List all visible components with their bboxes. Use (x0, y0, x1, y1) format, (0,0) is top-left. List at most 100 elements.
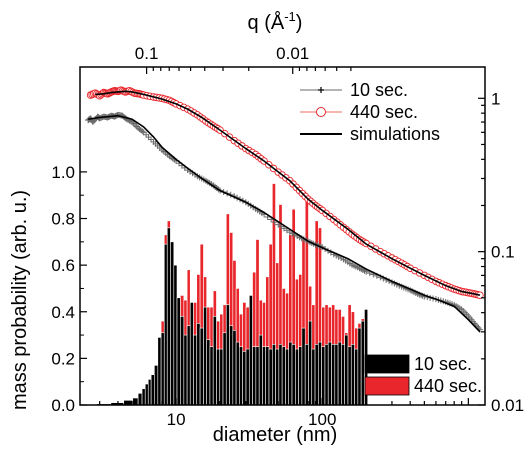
bar-10s (265, 346, 270, 406)
bar-10s (239, 346, 243, 406)
y-axis-title: mass probability (arb. u.) (9, 190, 31, 410)
top-axis-title-suffix: ) (296, 12, 303, 34)
x-tick-label: 100 (308, 410, 336, 429)
bar-10s (144, 383, 149, 406)
bar-10s (229, 325, 234, 406)
right-tick-label: 1 (491, 89, 500, 108)
legend-label: 440 sec. (350, 102, 418, 122)
histogram-bars (96, 183, 369, 406)
legend-label: 440 sec. (414, 376, 482, 396)
bar-10s (248, 295, 253, 406)
bar-10s (235, 341, 240, 406)
legend-swatch (364, 354, 410, 374)
bar-10s (212, 316, 217, 406)
bar-10s (206, 339, 211, 406)
bar-10s (225, 304, 230, 406)
y-tick-label: 0.0 (51, 396, 75, 415)
bar-10s (163, 243, 168, 406)
bar-10s (216, 348, 221, 406)
bar-10s (219, 348, 224, 406)
bar-10s (304, 344, 309, 406)
bar-10s (357, 327, 362, 406)
x-tick-label: 10 (167, 410, 186, 429)
bar-10s (199, 327, 204, 406)
y-tick-label: 1.0 (51, 163, 75, 182)
right-tick-label: 0.01 (491, 396, 524, 415)
legend-swatch (364, 376, 410, 396)
bar-10s (160, 332, 165, 406)
bar-10s (354, 348, 359, 406)
bar-10s (222, 332, 227, 406)
bar-10s (150, 374, 155, 406)
bar-10s (203, 306, 207, 406)
bar-10s (360, 320, 365, 406)
bar-10s (327, 341, 332, 406)
top-tick-label: 0.01 (276, 44, 309, 63)
top-tick-label: 0.1 (135, 44, 159, 63)
legend-marker-10s (318, 87, 324, 93)
bar-10s (285, 348, 290, 406)
bar-10s (209, 346, 214, 406)
bar-10s (311, 348, 316, 406)
y-tick-label: 0.6 (51, 256, 75, 275)
y-tick-label: 0.4 (51, 303, 75, 322)
bar-10s (295, 348, 299, 406)
bar-10s (324, 344, 329, 406)
plot-frame (79, 66, 486, 406)
bar-10s (242, 351, 247, 406)
y-tick-label: 0.2 (51, 349, 75, 368)
x-axis-title: diameter (nm) (213, 424, 337, 446)
bar-10s (281, 346, 286, 406)
bar-10s (255, 346, 260, 406)
bar-10s (350, 344, 355, 406)
bar-10s (314, 344, 319, 406)
bar-10s (258, 334, 263, 406)
bar-10s (341, 344, 345, 406)
simulation-curve-2 (95, 90, 481, 296)
bar-10s (262, 346, 266, 406)
bar-10s (347, 346, 352, 406)
legend-marker-440s (316, 107, 326, 117)
bar-10s (308, 320, 313, 406)
bar-10s (334, 344, 339, 406)
bar-10s (137, 393, 143, 406)
bar-10s (288, 341, 293, 406)
right-tick-label: 0.1 (491, 243, 515, 262)
top-axis-title: q (Å-1) (248, 9, 303, 34)
bar-10s (337, 341, 342, 406)
legend-label: simulations (350, 124, 440, 144)
bar-10s (186, 325, 191, 406)
bar-10s (275, 348, 280, 406)
bar-10s (196, 323, 201, 406)
bar-10s (331, 344, 336, 406)
line-440s (90, 89, 481, 296)
bar-10s (298, 346, 303, 406)
bar-10s (189, 302, 194, 406)
bar-10s (147, 379, 152, 406)
bar-10s (170, 241, 175, 406)
bar-10s (344, 334, 349, 406)
point-10s (139, 128, 146, 135)
bar-10s (154, 365, 159, 406)
bar-10s (291, 344, 296, 406)
bar-10s (132, 397, 139, 406)
bar-10s (180, 316, 185, 406)
simulation-curve-1 (87, 114, 481, 333)
scattering-curves (85, 86, 484, 333)
legend-label: 10 sec. (414, 354, 472, 374)
bar-10s (173, 264, 178, 406)
bar-10s (318, 341, 322, 406)
top-axis-title-prefix: q (Å (248, 11, 285, 34)
top-axis-title-sup: -1 (284, 9, 296, 24)
bar-10s (183, 334, 188, 406)
bar-10s (245, 348, 250, 406)
y-tick-label: 0.8 (51, 210, 75, 229)
bar-10s (166, 227, 171, 406)
bar-10s (157, 337, 162, 406)
bar-10s (252, 346, 257, 406)
bar-10s (278, 344, 283, 406)
axes: 10 100 0.01 0.1 0.0 0.2 0.4 0.6 0.8 1.0 0.01 0.1 1 (51, 44, 524, 429)
bar-10s (321, 346, 326, 406)
